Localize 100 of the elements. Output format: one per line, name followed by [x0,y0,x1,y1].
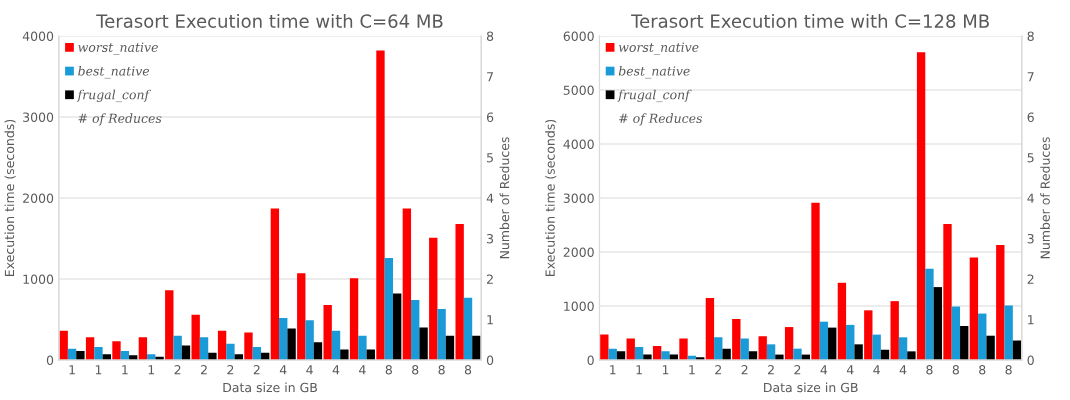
x-tick-label: 2 [174,365,181,375]
x-tick-label: 1 [122,365,128,375]
bar [191,314,200,360]
bar [181,345,191,360]
y-tick-label: 5000 [563,85,594,95]
bar [445,335,455,360]
y2-axis-title: Number of Reduces [1040,137,1050,259]
bar [978,313,987,360]
x-tick-label: 2 [741,365,748,375]
bar [173,335,182,360]
y2-tick-label: 0 [1027,355,1034,365]
y2-tick-label: 3 [1027,233,1034,244]
bar [217,330,227,360]
y2-tick-label: 8 [486,31,494,41]
bar [305,320,314,360]
bar [766,344,776,360]
x-axis-title: Data size in GB [764,382,858,393]
x-tick-label: 2 [768,365,774,375]
bar [358,335,367,360]
legend-label: best_native [78,65,150,79]
bar [846,324,855,360]
legend-label: worst_native [78,42,158,55]
y2-tick-label: 3 [487,233,494,244]
y2-tick-label: 5 [1027,153,1034,163]
text: # of Reduces [78,113,162,126]
y-tick-label: 2000 [563,247,594,257]
bar [661,351,670,360]
bar [996,244,1005,360]
bar [811,202,820,360]
bar [411,300,420,360]
x-tick-label: 1 [148,365,155,375]
y2-tick-label: 5 [487,153,493,163]
bar [828,327,837,360]
bar [455,223,464,360]
chart-title: Terasort Execution time with C=64 MB [96,13,443,28]
bar [758,336,767,360]
x-tick-label: 1 [610,365,616,375]
bar [951,306,961,360]
y2-tick-label: 0 [486,355,494,365]
x-tick-label: 1 [69,365,75,375]
bar [872,334,881,360]
x-tick-label: 4 [332,365,340,375]
bar [244,332,253,360]
bar [429,237,438,360]
x-tick-label: 2 [794,365,801,375]
x-tick-label: 4 [820,365,828,375]
bar [463,297,473,360]
bar [969,257,979,360]
bar [287,328,296,360]
bar [376,50,385,360]
y-tick-label: 1000 [564,301,594,311]
y2-tick-label: 4 [486,193,494,203]
y-tick-label: 6000 [563,31,594,41]
x-tick-label: 8 [979,365,986,375]
bar [76,351,85,360]
y-tick-label: 0 [587,355,594,365]
legend-label: best_native [618,65,690,79]
x-tick-label: 2 [200,365,207,375]
legend-label: worst_native [618,42,699,55]
bar [907,351,916,360]
bar [59,330,68,360]
x-tick-label: 2 [227,365,234,375]
x-tick-label: 8 [1005,365,1012,375]
legend-label: frugal_conf [76,89,152,103]
text: # of Reduces [619,113,703,126]
bar [784,327,794,360]
bar [943,223,952,360]
x-tick-label: 2 [253,365,260,375]
bar [854,344,863,360]
y2-axis-title: Number of Reduces [499,137,510,259]
bar [331,330,341,360]
x-tick-label: 1 [689,365,695,375]
x-tick-label: 4 [359,365,366,375]
y-tick-label: 3000 [563,193,594,203]
y2-tick-label: 2 [487,274,493,284]
bar [925,268,934,360]
bar [112,341,121,360]
x-tick-label: 4 [846,365,854,375]
x-tick-label: 4 [306,365,313,375]
bar [705,297,715,360]
y-axis-title: Execution time (seconds) [4,119,16,276]
bar [94,347,103,360]
x-tick-label: 8 [438,365,445,375]
bar [472,335,481,360]
y-tick-label: 1000 [23,274,54,284]
x-tick-label: 1 [662,365,669,375]
bar [340,349,349,360]
chart-title: Terasort Execution time with C=128 MB [631,13,989,28]
y-tick-label: 0 [46,355,54,365]
y2-tick-label: 7 [487,72,493,82]
y-tick-label: 4000 [22,31,54,41]
x-tick-label: 8 [926,365,933,375]
bar [297,273,306,360]
bar [714,337,723,360]
bar [722,348,731,360]
bar [732,318,741,360]
bar [366,349,375,360]
bar [986,335,995,360]
y2-tick-label: 8 [1027,31,1034,41]
bar [626,338,635,360]
